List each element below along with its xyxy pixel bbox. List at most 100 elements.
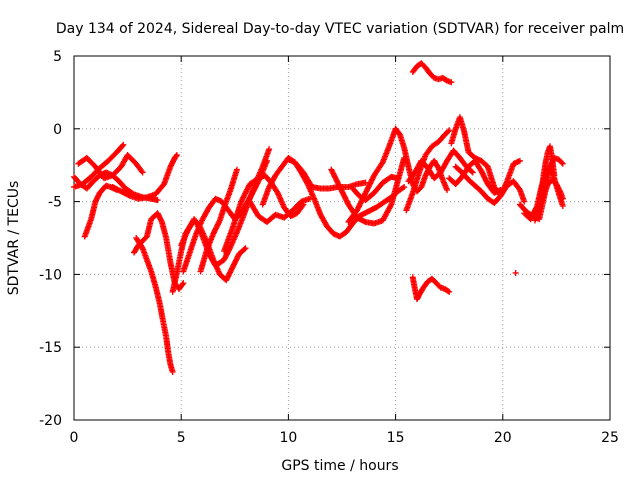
data-point [239,195,246,202]
data-point [169,368,176,375]
series-c6 [246,195,313,225]
y-tick-label: -15 [39,340,62,356]
data-point [363,187,370,194]
data-point [365,183,372,190]
data-point [328,167,335,174]
data-point [333,177,340,184]
data-point [336,184,343,191]
plot-frame [73,55,611,421]
series-e3 [405,147,476,185]
data-point [340,190,347,197]
data-point [240,193,247,200]
data-point [336,182,343,189]
series-a5 [109,152,180,202]
data-point [434,163,441,170]
x-tick-label: 25 [601,430,619,446]
data-point [173,152,180,159]
data-point [354,207,361,214]
data-point [243,187,250,194]
data-point [368,177,375,184]
data-point [343,197,350,204]
x-tick-label: 5 [177,430,186,446]
data-point [468,168,475,175]
data-point [179,281,186,288]
data-point [120,141,127,148]
data-point [445,128,452,135]
data-point [342,196,349,203]
y-tick-label: -20 [39,413,62,429]
data-point [516,157,523,164]
data-point [266,146,273,153]
data-point [354,205,361,212]
data-point [356,201,363,208]
data-point [154,197,161,204]
series-g3 [531,176,566,224]
data-point [401,184,408,191]
data-point [244,186,251,193]
axis-ticks [73,55,611,421]
tick-labels: 0 5 10 15 20 25 5 0 -5 -10 -15 -20 [39,49,619,446]
data-point [138,168,145,175]
data-point [367,179,374,186]
data-point [366,181,373,188]
data-point [173,152,180,159]
data-point [328,166,335,173]
data-point [357,200,364,207]
data-point [245,183,252,190]
data-point [180,280,187,287]
x-tick-label: 10 [279,430,297,446]
data-point [361,191,368,198]
data-point [330,170,337,177]
data-point [512,269,519,276]
series-e5 [409,274,453,303]
data-point [119,142,126,149]
data-point [331,173,338,180]
data-point [367,180,374,187]
data-point [241,246,248,253]
y-axis-title: SDTVAR / TECUs [6,181,22,296]
series-f3 [452,163,528,207]
y-tick-label: 5 [53,49,62,65]
data-point [369,176,376,183]
data-point [558,159,565,166]
series-c3 [197,166,240,275]
series-d3 [349,173,401,204]
data-point [244,185,251,192]
data-point [444,186,451,193]
data-point [241,191,248,198]
data-point [139,169,146,176]
data-point [242,245,249,252]
data-point [446,127,453,134]
data-point [521,198,528,205]
x-tick-label: 15 [387,430,405,446]
data-point [445,288,452,295]
data-point [394,175,401,182]
data-point [364,185,371,192]
data-point [551,172,558,179]
series-d1 [328,154,408,227]
data-point [469,169,476,176]
data-point [332,174,339,181]
data-point [242,189,249,196]
data-point [238,198,245,205]
series-a2 [71,141,127,191]
data-point [559,195,566,202]
data-point [362,189,369,196]
chart-title: Day 134 of 2024, Sidereal Day-to-day VTE… [56,21,624,37]
series-g4 [538,143,558,198]
y-tick-label: -10 [39,267,62,283]
x-axis-title: GPS time / hours [281,458,398,474]
data-point [329,169,336,176]
data-point [363,188,370,195]
series-h1 [512,269,519,276]
grid [74,56,610,420]
x-tick-label: 20 [494,430,512,446]
data-point [362,179,369,186]
data-point [238,197,245,204]
y-tick-label: 0 [53,122,62,138]
data-point [355,204,362,211]
data-point [342,194,349,201]
data-point [332,175,339,182]
